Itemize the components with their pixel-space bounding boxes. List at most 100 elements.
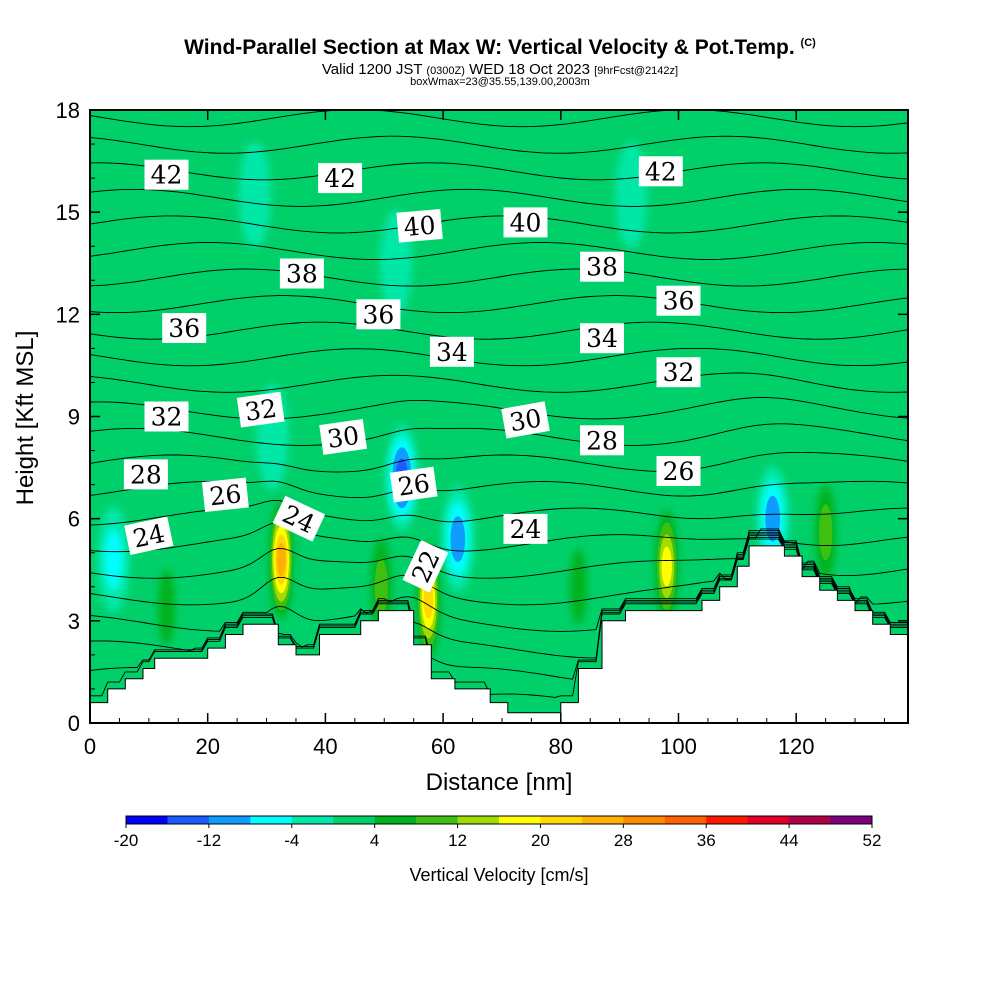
svg-text:32: 32 [243,394,279,427]
theta-label-32: 32 [144,401,189,432]
x-tick-label: 0 [84,734,96,759]
colorbar-tick-label: 20 [531,831,550,850]
theta-label-36: 36 [656,285,701,316]
colorbar-tick-label: 28 [614,831,633,850]
theta-label-30: 30 [319,418,367,455]
isentrope-35 [90,295,908,314]
theta-label-28: 28 [123,459,168,490]
theta-label-32: 32 [236,391,285,428]
colorbar-swatch [374,816,417,824]
theta-label-36: 36 [162,313,207,343]
theta-label-26: 26 [656,456,701,486]
colorbar-swatch [499,816,541,824]
colorbar-swatch [747,816,790,824]
valid-time-line: Valid 1200 JST (0300Z) WED 18 Oct 2023 [… [0,61,1000,78]
y-axis-label: Height [Kft MSL] [12,331,39,506]
colorbar-swatch [581,816,624,824]
theta-label-22: 22 [402,540,449,593]
svg-text:38: 38 [286,260,318,289]
colorbar-swatch [126,816,168,824]
svg-text:30: 30 [325,421,361,454]
x-tick-label: 80 [549,734,573,759]
box-info: boxWmax=23@35.55,139.00,2003m [410,76,590,88]
theta-label-24: 24 [503,513,548,544]
downdraft-cell [97,506,130,613]
svg-text:32: 32 [151,403,183,432]
svg-text:28: 28 [586,426,618,455]
colorbar-swatch [623,816,666,824]
y-tick-label: 15 [56,200,80,225]
colorbar-frame [125,815,873,825]
isentrope-22 [90,535,908,659]
colorbar-tick-label: 44 [780,831,799,850]
svg-text:36: 36 [362,300,394,329]
svg-text:40: 40 [403,210,437,242]
isentrope-41 [90,135,908,154]
chart-title-text: Wind-Parallel Section at Max W: Vertical… [184,36,795,59]
theta-label-40: 40 [396,208,443,243]
isentrope-38 [90,215,908,234]
theta-label-28: 28 [580,425,624,456]
colorbar-tick-label: -12 [197,831,222,850]
contour-labels: 42 42 42 40 40 38 38 36 36 36 34 34 32 32 32 30 30 28 28 26… [123,156,701,593]
colorbar-swatch [416,816,459,824]
colorbar-label: Vertical Velocity [cm/s] [409,865,588,885]
theta-label-32: 32 [656,357,701,388]
svg-text:36: 36 [168,314,200,343]
terrain-profile [89,545,909,724]
colorbar-swatch [167,816,210,824]
isentrope-33 [90,347,908,367]
svg-text:42: 42 [151,161,183,190]
isentrope-25 [90,530,908,579]
theta-label-42: 42 [638,156,683,187]
theta-label-42: 42 [144,159,189,190]
svg-text:42: 42 [324,164,356,193]
svg-text:42: 42 [645,157,677,186]
svg-text:38: 38 [586,253,618,282]
isentrope-21 [90,536,908,680]
colorbar-swatch [540,816,583,824]
svg-text:28: 28 [130,460,162,489]
svg-text:30: 30 [507,403,543,437]
theta-label-26: 26 [389,466,438,503]
downdraft-cell [238,142,271,249]
theta-label-38: 38 [580,251,624,282]
svg-text:26: 26 [396,469,432,502]
svg-text:26: 26 [663,457,695,486]
svg-text:34: 34 [436,338,468,367]
svg-text:36: 36 [663,287,695,316]
theta-label-24: 24 [124,516,174,555]
colorbar-swatch [208,816,251,824]
isentrope-24 [90,531,908,606]
updraft-cell [811,464,840,601]
y-tick-label: 3 [68,609,80,634]
colorbar-tick-label: -4 [284,831,299,850]
y-tick-label: 12 [56,302,80,327]
x-tick-label: 20 [195,734,219,759]
isentrope-42 [90,110,908,128]
valid-prefix: Valid 1200 JST [321,61,423,78]
theta-label-34: 34 [429,336,474,367]
isentrope-29 [90,451,908,473]
isentrope-39 [90,188,908,207]
isentrope-31 [90,397,908,420]
theta-label-34: 34 [580,323,624,354]
colorbar-tick-label: 36 [697,831,716,850]
isentrope-36 [90,268,908,287]
theta-label-42: 42 [318,163,363,194]
colorbar: -20 -12 -4 4 12 20 28 36 44 52 [114,815,882,850]
isentrope-37 [90,242,908,260]
theta-label-26: 26 [201,477,249,513]
svg-text:24: 24 [130,519,167,554]
theta-label-40: 40 [503,207,548,238]
y-tick-label: 6 [68,507,80,532]
copyright-mark: (C) [800,37,816,49]
updraft-cell [564,518,593,655]
svg-text:24: 24 [510,515,542,544]
colorbar-tick-label: 52 [863,831,882,850]
theta-label-38: 38 [279,258,324,289]
isentrope-20 [90,538,908,698]
theta-label-30: 30 [501,401,550,439]
isentrope-40 [90,162,908,181]
